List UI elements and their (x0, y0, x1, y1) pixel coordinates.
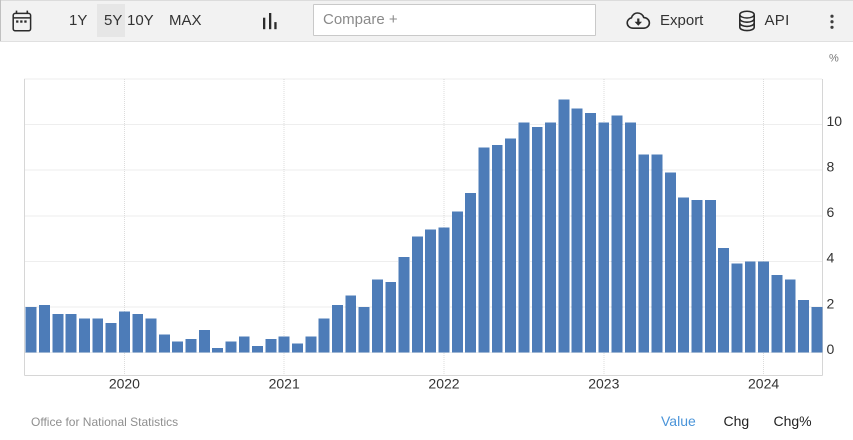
svg-text:2023: 2023 (588, 376, 619, 392)
svg-text:%: % (829, 53, 839, 65)
svg-text:4: 4 (827, 250, 835, 266)
svg-text:2020: 2020 (109, 376, 140, 392)
svg-text:10: 10 (827, 113, 843, 129)
svg-text:2022: 2022 (428, 376, 459, 392)
svg-text:6: 6 (827, 204, 835, 220)
svg-text:8: 8 (827, 158, 835, 174)
svg-text:2: 2 (827, 295, 835, 311)
svg-text:2024: 2024 (748, 376, 779, 392)
svg-text:2021: 2021 (269, 376, 300, 392)
svg-text:0: 0 (827, 341, 835, 357)
